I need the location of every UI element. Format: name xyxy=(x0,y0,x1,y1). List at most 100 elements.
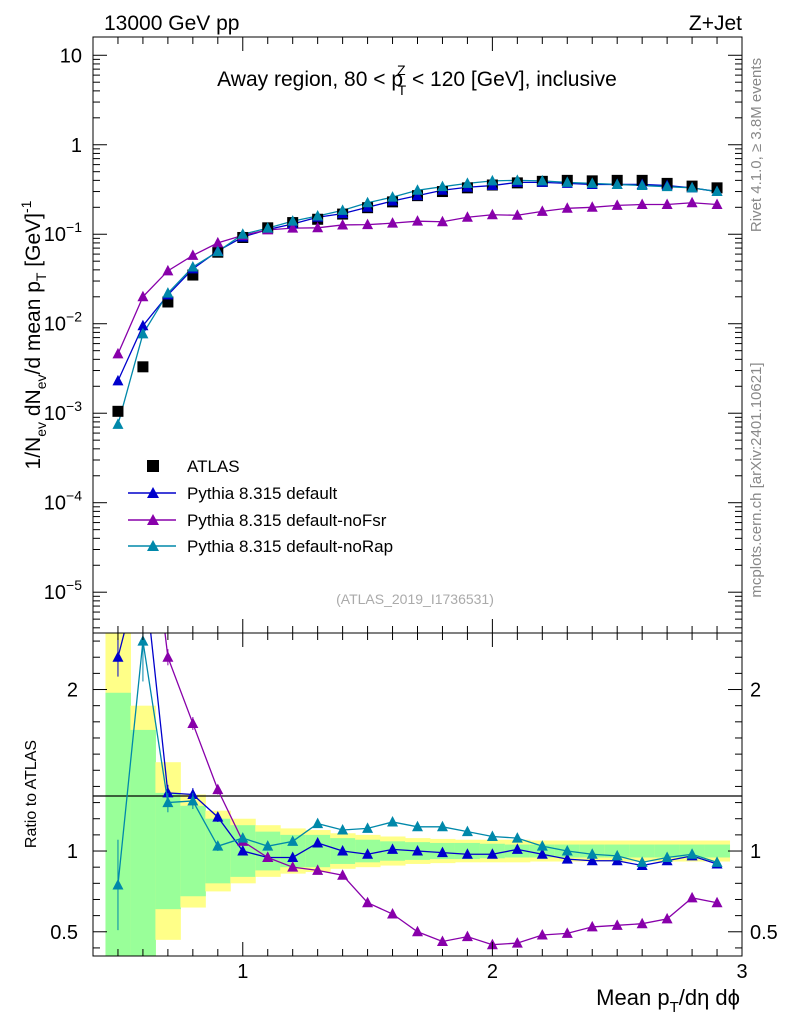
ratio-point-pythia-8-315-default-nofsr xyxy=(686,891,698,903)
tick-base: 10 xyxy=(44,403,66,425)
ratio-point-pythia-8-315-default xyxy=(486,848,498,859)
ratio-y-tick-label: 2 xyxy=(67,680,78,702)
ratio-x-tick-label: 3 xyxy=(736,961,747,983)
ratio-point-pythia-8-315-default-nofsr xyxy=(711,896,723,908)
data-point-atlas xyxy=(162,296,174,308)
ratio-y-tick-label-right: 2 xyxy=(750,680,761,702)
ratio-point-pythia-8-315-default-norap xyxy=(661,851,673,862)
data-point-pythia-8-315-default-norap xyxy=(187,261,199,272)
ratio-uncertainty-bands xyxy=(105,633,731,956)
main-title: Away region, 80 < pZ T < 120 [GeV], inclu… xyxy=(217,62,617,98)
ratio-point-pythia-8-315-default xyxy=(412,845,423,856)
ratio-point-pythia-8-315-default-nofsr xyxy=(412,925,423,937)
data-point-pythia-8-315-default-norap xyxy=(686,181,698,193)
main-y-tick-label: 10−4 xyxy=(44,488,82,515)
ratio-point-pythia-8-315-default-norap xyxy=(337,824,349,835)
legend-nofsr-marker xyxy=(147,514,159,525)
legend-atlas-marker xyxy=(147,460,159,472)
data-point-pythia-8-315-default-norap xyxy=(661,180,673,192)
legend-nofsr-label: Pythia 8.315 default-noFsr xyxy=(187,511,387,530)
data-point-pythia-8-315-default-norap xyxy=(262,222,274,233)
ratio-point-pythia-8-315-default-norap xyxy=(711,856,723,867)
legend-atlas-label: ATLAS xyxy=(187,457,240,476)
data-point-pythia-8-315-default-nofsr xyxy=(511,209,523,220)
data-point-pythia-8-315-default xyxy=(137,319,149,331)
ratio-band-green xyxy=(255,831,281,871)
ratio-point-pythia-8-315-default-nofsr xyxy=(586,920,598,932)
ratio-point-pythia-8-315-default-norap xyxy=(686,848,698,859)
ratio-point-pythia-8-315-default-norap xyxy=(387,815,399,827)
data-point-pythia-8-315-default-nofsr xyxy=(337,218,349,230)
data-point-pythia-8-315-default-nofsr xyxy=(387,217,399,228)
data-point-pythia-8-315-default-nofsr xyxy=(611,199,623,210)
data-point-pythia-8-315-default-nofsr xyxy=(536,205,548,216)
data-point-pythia-8-315-default-norap xyxy=(312,209,324,221)
tick-exponent: −2 xyxy=(66,309,82,325)
ratio-point-pythia-8-315-default xyxy=(137,554,148,565)
tick-base: 10 xyxy=(44,224,66,246)
data-point-pythia-8-315-default-norap xyxy=(387,191,399,202)
legend: ATLAS Pythia 8.315 default Pythia 8.315 … xyxy=(128,457,393,556)
ratio-tick-labels: 0.5 0.5 1 1 2 2 1 2 3 xyxy=(50,680,778,983)
ratio-point-pythia-8-315-default xyxy=(312,836,324,848)
header-left: 13000 GeV pp xyxy=(104,12,239,35)
data-point-pythia-8-315-default-norap xyxy=(212,245,224,257)
data-point-pythia-8-315-default-nofsr xyxy=(312,221,324,233)
ratio-x-axis-label: Mean pT/dη dϕ xyxy=(596,985,740,1016)
ratio-point-pythia-8-315-default-norap xyxy=(636,856,648,867)
ratio-point-pythia-8-315-default-nofsr xyxy=(312,864,324,875)
ratio-point-pythia-8-315-default xyxy=(561,853,573,864)
data-point-pythia-8-315-default-nofsr xyxy=(661,198,673,209)
data-point-pythia-8-315-default-norap xyxy=(412,184,423,195)
ratio-axis-ticks xyxy=(92,633,743,956)
ratio-point-pythia-8-315-default-nofsr xyxy=(636,917,648,929)
ratio-point-pythia-8-315-default-nofsr xyxy=(287,861,299,872)
series-line-pythia-8-315-default xyxy=(117,181,718,382)
data-point-pythia-8-315-default-norap xyxy=(711,185,723,197)
ratio-point-pythia-8-315-default-nofsr xyxy=(561,927,573,938)
data-point-pythia-8-315-default xyxy=(112,374,124,386)
xlabel-part-0: Mean p xyxy=(596,985,669,1010)
main-y-tick-label: 10−1 xyxy=(44,219,82,246)
ratio-point-pythia-8-315-default-nofsr xyxy=(536,929,548,940)
ratio-point-pythia-8-315-default-nofsr xyxy=(337,869,349,880)
ratio-point-pythia-8-315-default xyxy=(586,854,598,866)
main-title-before: Away region, 80 < p xyxy=(217,68,403,91)
ratio-point-pythia-8-315-default-norap xyxy=(436,820,448,832)
data-point-pythia-8-315-default-nofsr xyxy=(412,215,423,226)
ratio-point-pythia-8-315-default-norap xyxy=(561,845,573,856)
ratio-point-pythia-8-315-default xyxy=(287,851,299,862)
data-point-pythia-8-315-default-nofsr xyxy=(287,222,299,233)
main-axis-ticks xyxy=(92,37,743,633)
ratio-band-green xyxy=(629,844,656,858)
main-y-tick-label: 10−3 xyxy=(44,398,82,425)
ratio-point-pythia-8-315-default xyxy=(112,651,124,662)
ratio-point-pythia-8-315-default-nofsr xyxy=(362,896,374,908)
data-point-pythia-8-315-default-norap xyxy=(536,174,548,186)
tick-base: 10 xyxy=(44,582,66,604)
ratio-point-pythia-8-315-default-norap xyxy=(536,840,548,851)
ratio-point-pythia-8-315-default xyxy=(337,845,349,856)
data-point-pythia-8-315-default xyxy=(412,189,423,201)
data-point-pythia-8-315-default-nofsr xyxy=(187,249,199,260)
ratio-point-pythia-8-315-default-nofsr xyxy=(112,296,123,307)
ratio-point-pythia-8-315-default xyxy=(436,846,448,858)
tick-exponent: −1 xyxy=(66,219,82,235)
data-point-pythia-8-315-default-nofsr xyxy=(112,347,124,359)
data-point-pythia-8-315-default-nofsr xyxy=(561,202,573,213)
ratio-point-pythia-8-315-default-norap xyxy=(212,840,224,851)
main-y-tick-label: 10−2 xyxy=(44,309,82,336)
ratio-point-pythia-8-315-default-nofsr xyxy=(611,919,623,930)
mcplots-label: mcplots.cern.ch [arXiv:2401.10621] xyxy=(748,362,765,597)
ratio-band-green xyxy=(105,692,131,956)
ratio-point-pythia-8-315-default-nofsr xyxy=(661,912,673,924)
ratio-y-tick-label: 1 xyxy=(67,841,78,863)
ratio-point-pythia-8-315-default xyxy=(162,786,174,798)
ratio-point-pythia-8-315-default-norap xyxy=(237,832,249,843)
ratio-point-pythia-8-315-default-norap xyxy=(362,822,374,833)
ratio-point-pythia-8-315-default-norap xyxy=(511,832,523,843)
data-point-pythia-8-315-default-norap xyxy=(586,177,598,188)
main-y-axis-label: 1/Nev dNev/d mean pT [GeV]-1 xyxy=(18,200,49,469)
data-point-pythia-8-315-default-norap xyxy=(486,174,498,186)
